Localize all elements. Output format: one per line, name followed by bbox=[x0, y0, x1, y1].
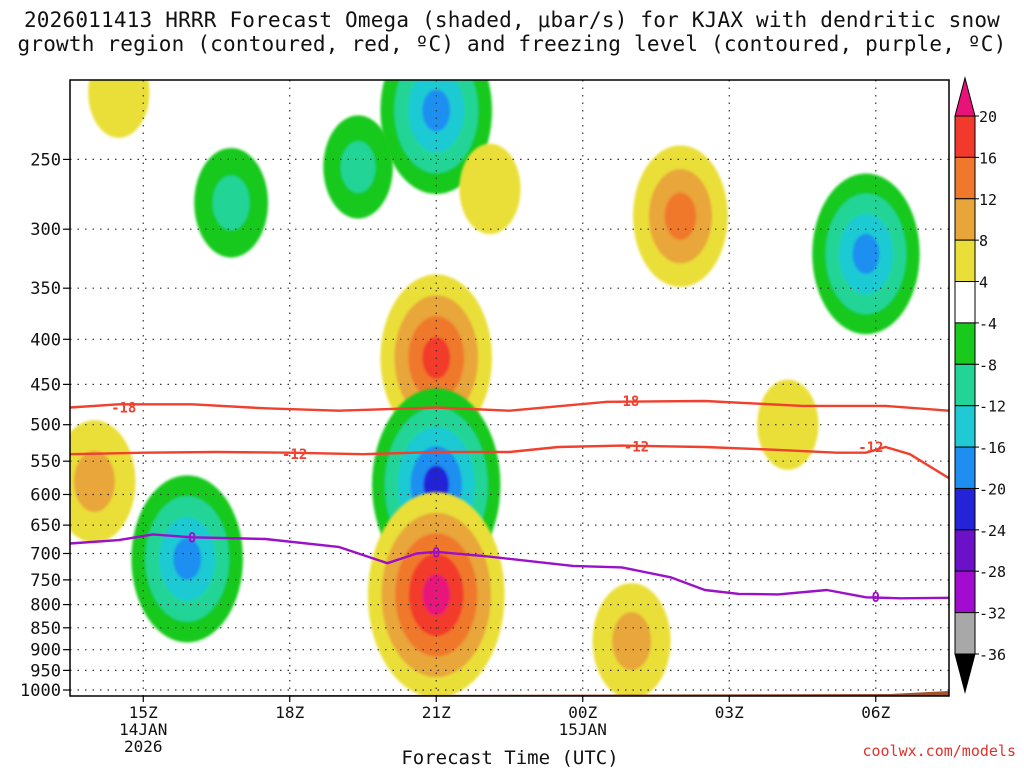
colorbar-bin-3 bbox=[954, 239, 976, 283]
contour-label-purple-0-1: 0 bbox=[432, 545, 440, 561]
omega-level-20 bbox=[422, 574, 450, 616]
y-tick-label-600: 600 bbox=[30, 485, 61, 505]
colorbar: 20 16 12 8 4 -4 -8 -12 -16 -20 -24 -28 -32 -36 bbox=[954, 76, 1006, 694]
y-tick-label-350: 350 bbox=[30, 279, 61, 299]
chart-title-line-2: growth region (contoured, red, ºC) and f… bbox=[17, 32, 1007, 56]
x-tick-label-24-0: 00Z bbox=[568, 703, 597, 722]
contour-label-red--18-1: -18 bbox=[614, 394, 639, 410]
colorbar-label-9: -20 bbox=[979, 480, 1006, 498]
colorbar-label-0: 20 bbox=[979, 108, 997, 126]
colorbar-label-1: 16 bbox=[979, 149, 997, 167]
omega-feature-upper-mid-blob bbox=[323, 115, 393, 219]
terrain bbox=[70, 691, 949, 696]
colorbar-bin-8 bbox=[954, 446, 976, 489]
omega-feature-lower-right-broad bbox=[592, 583, 671, 696]
omega-feature-lower-left-cell bbox=[131, 475, 243, 643]
y-tick-label-900: 900 bbox=[30, 641, 61, 661]
omega-level--8 bbox=[340, 141, 376, 193]
y-tick-label-800: 800 bbox=[30, 596, 61, 616]
omega-feature-far-right-column bbox=[812, 173, 920, 335]
y-tick-label-750: 750 bbox=[30, 571, 61, 591]
credit-link[interactable]: coolwx.com/models bbox=[862, 742, 1016, 760]
colorbar-top-triangle bbox=[954, 76, 976, 117]
colorbar-bin-6 bbox=[954, 363, 976, 407]
y-tick-label-700: 700 bbox=[30, 544, 61, 564]
colorbar-bin-10 bbox=[954, 529, 976, 572]
colorbar-label-7: -12 bbox=[979, 398, 1006, 416]
omega-level-4 bbox=[88, 80, 150, 138]
contour-label-red--12-2: -12 bbox=[858, 440, 883, 456]
contour-label-purple-0-2: 0 bbox=[872, 590, 880, 606]
x-tick-label-15-0: 15Z bbox=[129, 703, 158, 722]
x-tick-label-15-2: 2026 bbox=[124, 737, 163, 756]
y-tick-label-400: 400 bbox=[30, 330, 61, 350]
y-tick-label-1000: 1000 bbox=[20, 681, 61, 701]
omega-level-4 bbox=[757, 379, 819, 470]
omega-feature-far-right-yellow bbox=[757, 379, 819, 470]
axes: 2503003504004505005506006507007508008509… bbox=[20, 150, 891, 756]
colorbar-label-3: 8 bbox=[979, 232, 988, 250]
colorbar-label-6: -8 bbox=[979, 356, 997, 374]
omega-feature-upper-right-column bbox=[633, 145, 728, 288]
x-tick-label-24-1: 15JAN bbox=[559, 720, 607, 739]
y-tick-label-300: 300 bbox=[30, 220, 61, 240]
terrain-fill bbox=[70, 691, 949, 696]
x-axis-label: Forecast Time (UTC) bbox=[401, 747, 618, 768]
x-tick-label-21-0: 21Z bbox=[422, 703, 451, 722]
contour-red--12 bbox=[70, 444, 949, 480]
x-tick-label-30-0: 06Z bbox=[861, 703, 890, 722]
colorbar-bin-12 bbox=[954, 612, 976, 655]
colorbar-label-4: 4 bbox=[979, 274, 988, 292]
contour-label-purple-0-0: 0 bbox=[188, 530, 196, 546]
colorbar-bin-1 bbox=[954, 156, 976, 200]
colorbar-bin-9 bbox=[954, 487, 976, 531]
plot-frame bbox=[69, 79, 950, 697]
omega-feature-upper-yellow-strip bbox=[459, 143, 521, 235]
colorbar-bottom-triangle bbox=[954, 653, 976, 694]
colorbar-label-11: -28 bbox=[979, 563, 1006, 581]
colorbar-label-10: -24 bbox=[979, 522, 1006, 540]
y-tick-label-950: 950 bbox=[30, 661, 61, 681]
y-tick-label-250: 250 bbox=[30, 150, 61, 170]
grid bbox=[70, 80, 949, 696]
omega-level-12 bbox=[664, 192, 697, 240]
colorbar-label-13: -36 bbox=[979, 646, 1006, 664]
x-tick-label-15-1: 14JAN bbox=[119, 720, 167, 739]
contour-label-red--12-1: -12 bbox=[624, 439, 649, 455]
colorbar-bin-0 bbox=[954, 115, 976, 158]
x-tick-label-27-0: 03Z bbox=[715, 703, 744, 722]
omega-feature-upper-left bbox=[88, 80, 150, 138]
x-tick-label-18-0: 18Z bbox=[275, 703, 304, 722]
colorbar-label-12: -32 bbox=[979, 605, 1006, 623]
colorbar-bin-2 bbox=[954, 198, 976, 241]
y-tick-label-650: 650 bbox=[30, 516, 61, 536]
colorbar-label-5: -4 bbox=[979, 315, 997, 333]
colorbar-bin-7 bbox=[954, 405, 976, 448]
contour-red--18 bbox=[70, 399, 949, 412]
omega-level--16 bbox=[852, 233, 880, 274]
y-tick-label-450: 450 bbox=[30, 375, 61, 395]
contour-purple-0 bbox=[70, 533, 949, 600]
chart-title-line-1: 2026011413 HRRR Forecast Omega (shaded, … bbox=[23, 8, 1001, 32]
y-tick-label-850: 850 bbox=[30, 619, 61, 639]
contour-label-red--12-0: -12 bbox=[282, 447, 307, 463]
omega-level-8 bbox=[73, 450, 115, 513]
omega-level-4 bbox=[459, 143, 521, 235]
colorbar-bin-5 bbox=[954, 322, 976, 365]
colorbar-label-8: -16 bbox=[979, 439, 1006, 457]
colorbar-bin-4 bbox=[954, 281, 976, 324]
omega-level--16 bbox=[173, 538, 202, 580]
contours: -18 -18 -12 -12 -12 0 0 0 bbox=[70, 394, 949, 606]
y-tick-label-550: 550 bbox=[30, 452, 61, 472]
omega-level--8 bbox=[212, 175, 250, 231]
omega-feature-upper-green-column bbox=[194, 147, 269, 258]
contour-label-red--18-0: -18 bbox=[111, 400, 136, 416]
colorbar-bin-11 bbox=[954, 570, 976, 614]
omega-feature-left-column bbox=[70, 420, 136, 543]
colorbar-label-2: 12 bbox=[979, 191, 997, 209]
y-tick-label-500: 500 bbox=[30, 416, 61, 436]
omega-level-8 bbox=[612, 612, 652, 671]
